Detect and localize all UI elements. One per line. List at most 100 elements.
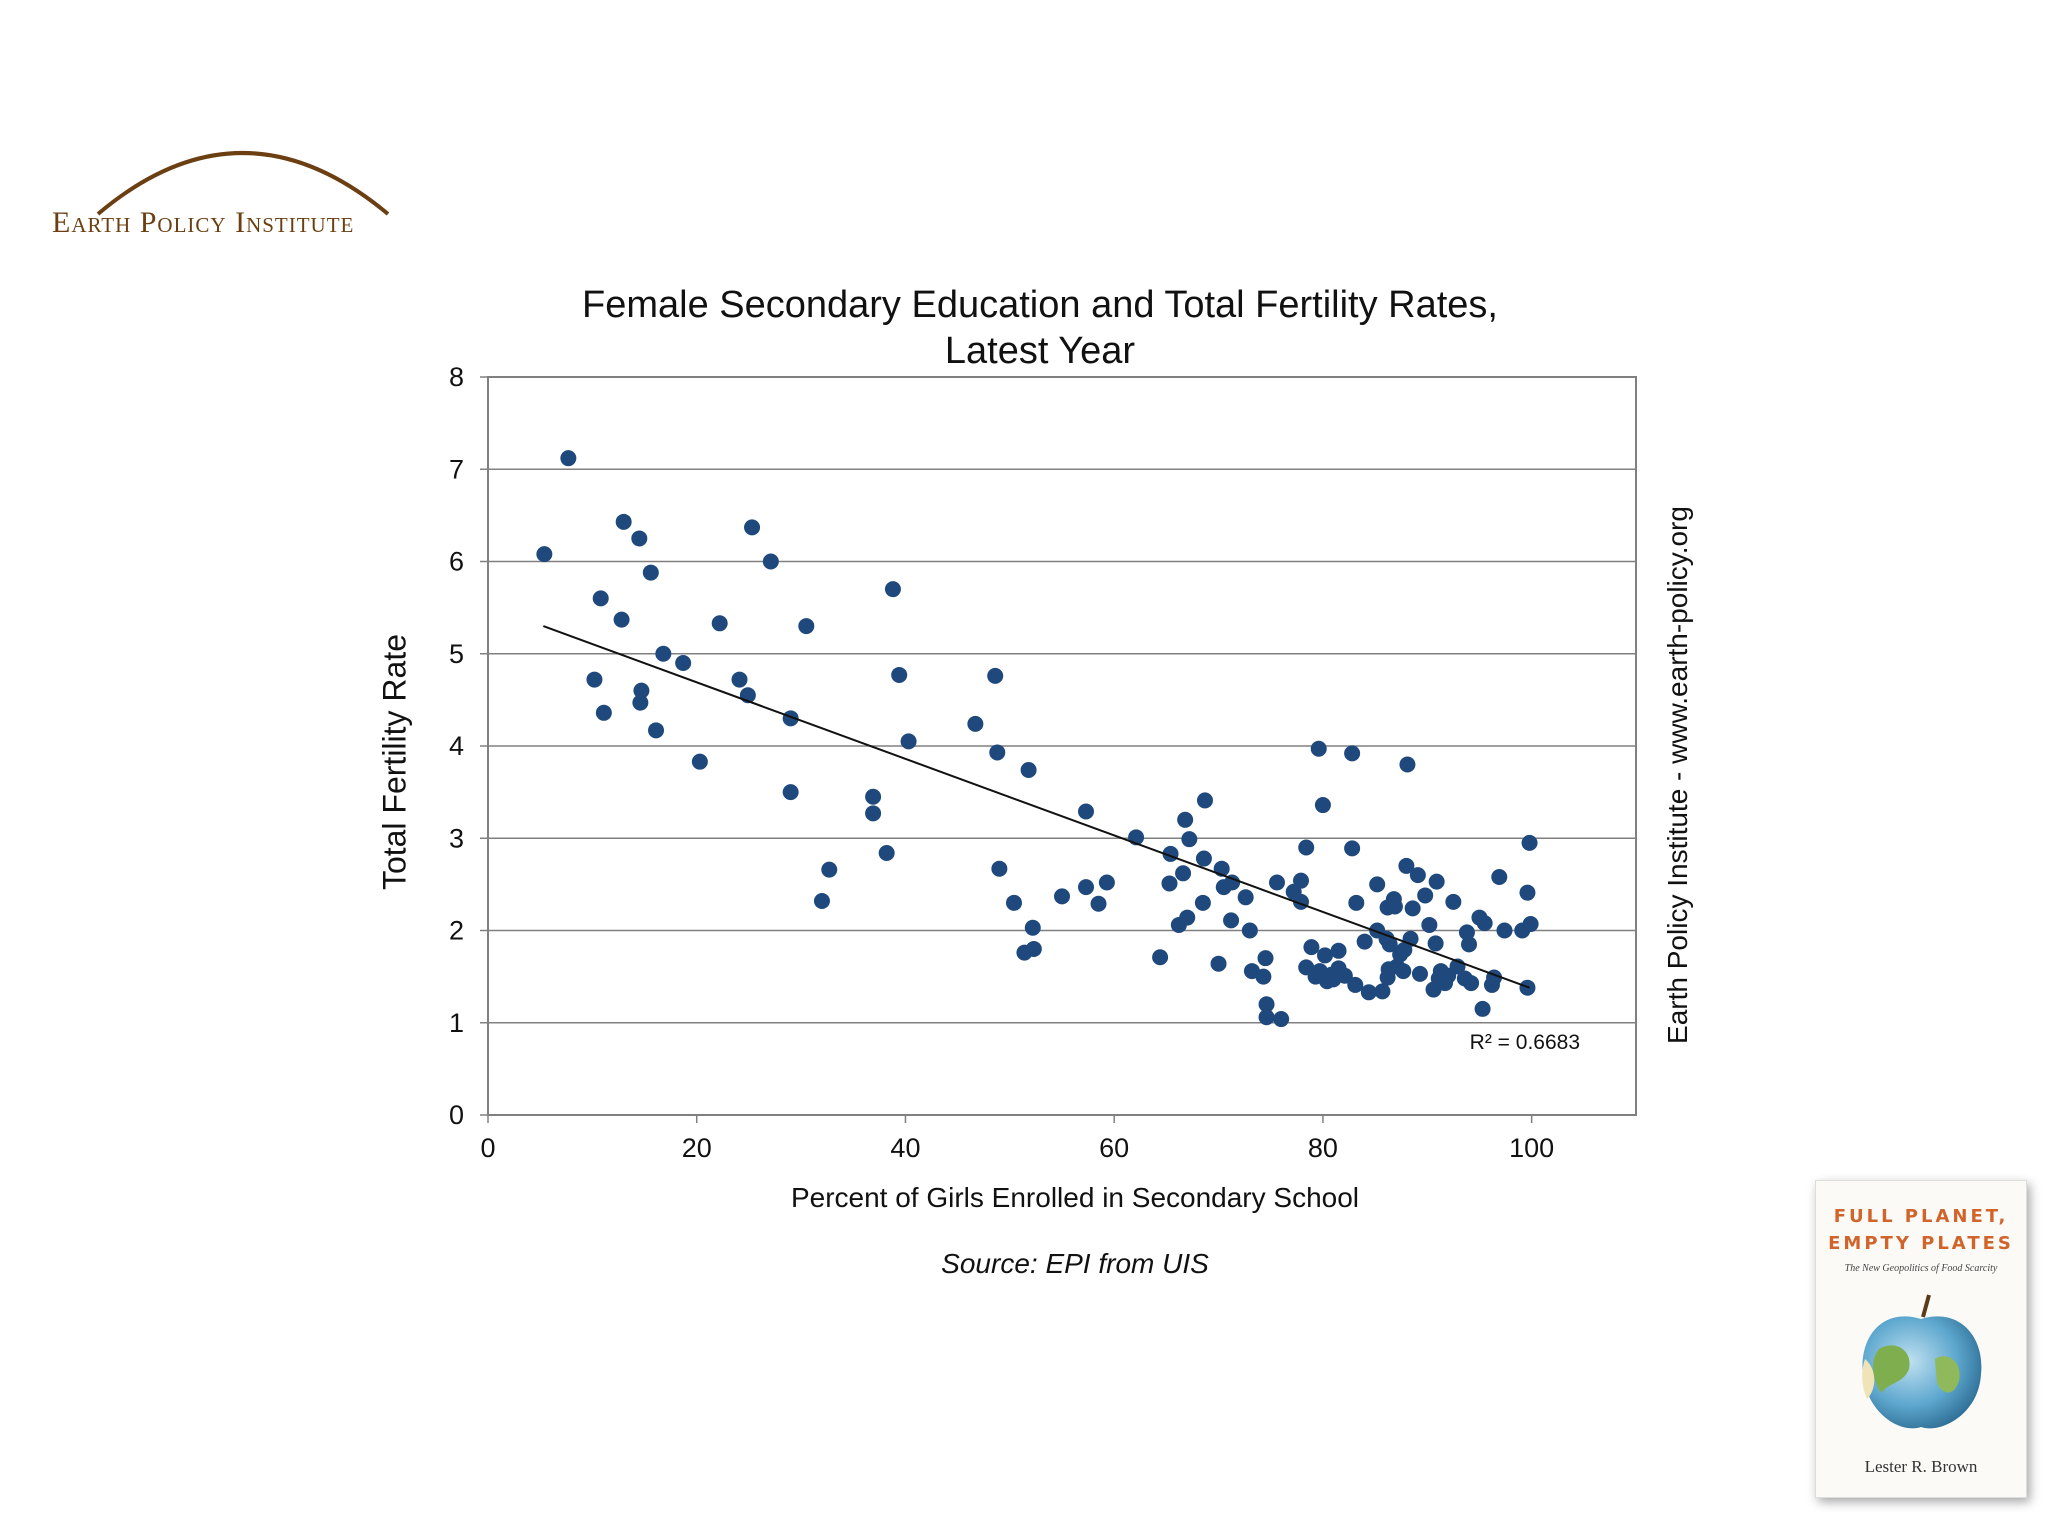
data-point	[821, 861, 838, 878]
y-tick-label: 8	[449, 362, 464, 392]
data-point	[1356, 933, 1373, 950]
data-point	[1463, 975, 1480, 992]
data-point	[1374, 983, 1391, 1000]
data-point	[1194, 894, 1211, 911]
data-point	[613, 611, 630, 628]
data-point	[691, 753, 708, 770]
data-point	[1347, 976, 1364, 993]
data-point	[1257, 950, 1274, 967]
data-point	[1427, 935, 1444, 952]
data-point	[884, 581, 901, 598]
data-point	[632, 694, 649, 711]
data-point	[1078, 879, 1095, 896]
data-point	[865, 805, 882, 822]
data-point	[891, 666, 908, 683]
data-point	[642, 564, 659, 581]
earth-policy-institute-logo: Earth Policy Institute	[40, 110, 460, 260]
data-point	[1474, 1000, 1491, 1017]
book-title-line2: EMPTY PLATES	[1828, 1233, 2014, 1254]
y-tick-label: 4	[449, 731, 464, 761]
r-squared-label: R² = 0.6683	[1470, 1031, 1580, 1054]
data-point	[1519, 884, 1536, 901]
data-point	[1344, 840, 1361, 857]
x-tick-label: 20	[682, 1133, 712, 1163]
y-tick-label: 3	[449, 823, 464, 853]
data-point	[1273, 1011, 1290, 1028]
data-point	[762, 553, 779, 570]
data-point	[1411, 965, 1428, 982]
data-point	[798, 618, 815, 635]
data-point	[989, 744, 1006, 761]
data-point	[1298, 839, 1315, 856]
data-point	[1268, 874, 1285, 891]
data-point	[1161, 875, 1178, 892]
x-tick-label: 40	[890, 1133, 920, 1163]
book-title-line1: FULL PLANET,	[1833, 1206, 2009, 1227]
x-tick-label: 0	[480, 1133, 495, 1163]
data-point	[1179, 909, 1196, 926]
data-point	[1386, 898, 1403, 915]
data-points	[536, 450, 1539, 1028]
data-point	[1395, 963, 1412, 980]
data-point	[1381, 936, 1398, 953]
data-point	[1496, 922, 1513, 939]
data-point	[1421, 916, 1438, 933]
data-point	[1461, 936, 1478, 953]
data-point	[655, 645, 672, 662]
data-point	[1223, 912, 1240, 929]
data-point	[1316, 947, 1333, 964]
book-title: FULL PLANET, EMPTY PLATES	[1816, 1203, 2026, 1257]
data-point	[595, 704, 612, 721]
data-point	[1303, 939, 1320, 956]
data-point	[1360, 984, 1377, 1001]
data-point	[1258, 1009, 1275, 1026]
book-cover: FULL PLANET, EMPTY PLATES The New Geopol…	[1815, 1180, 2027, 1498]
source-note: Source: EPI from UIS	[941, 1248, 1209, 1279]
x-tick-label: 100	[1509, 1133, 1554, 1163]
data-point	[1175, 865, 1192, 882]
data-point	[631, 530, 648, 547]
data-point	[1522, 916, 1539, 933]
data-point	[1237, 889, 1254, 906]
y-tick-label: 6	[449, 547, 464, 577]
y-tick-label: 1	[449, 1008, 464, 1038]
data-point	[1224, 874, 1241, 891]
y-tick-label: 0	[449, 1100, 464, 1130]
data-point	[1398, 857, 1415, 874]
book-subtitle: The New Geopolitics of Food Scarcity	[1844, 1263, 1998, 1274]
x-axis-label: Percent of Girls Enrolled in Secondary S…	[790, 1182, 1360, 1213]
side-credit: Earth Policy Institute - www.earth-polic…	[1662, 506, 1693, 1044]
data-point	[1020, 761, 1037, 778]
data-point	[1330, 942, 1347, 959]
data-point	[592, 590, 609, 607]
y-tick-label: 5	[449, 639, 464, 669]
gridlines	[488, 468, 1636, 1024]
data-point	[967, 715, 984, 732]
data-point	[1241, 922, 1258, 939]
data-point	[1177, 811, 1194, 828]
x-tick-label: 60	[1099, 1133, 1129, 1163]
trendline	[542, 625, 1530, 989]
data-point	[711, 615, 728, 632]
data-point	[1445, 893, 1462, 910]
data-point	[1024, 919, 1041, 936]
data-point	[1210, 955, 1227, 972]
data-point	[1314, 797, 1331, 814]
data-point	[865, 788, 882, 805]
data-point	[1476, 915, 1493, 932]
data-point	[1292, 872, 1309, 889]
data-point	[1098, 874, 1115, 891]
data-point	[1090, 895, 1107, 912]
data-point	[1491, 868, 1508, 885]
data-point	[1078, 803, 1095, 820]
data-point	[615, 513, 632, 530]
data-point	[1258, 996, 1275, 1013]
data-point	[1404, 900, 1421, 917]
data-point	[878, 845, 895, 862]
data-point	[1399, 756, 1416, 773]
data-point	[1054, 888, 1070, 905]
y-tick-label: 7	[449, 454, 464, 484]
data-point	[991, 860, 1008, 877]
data-point	[782, 784, 799, 801]
